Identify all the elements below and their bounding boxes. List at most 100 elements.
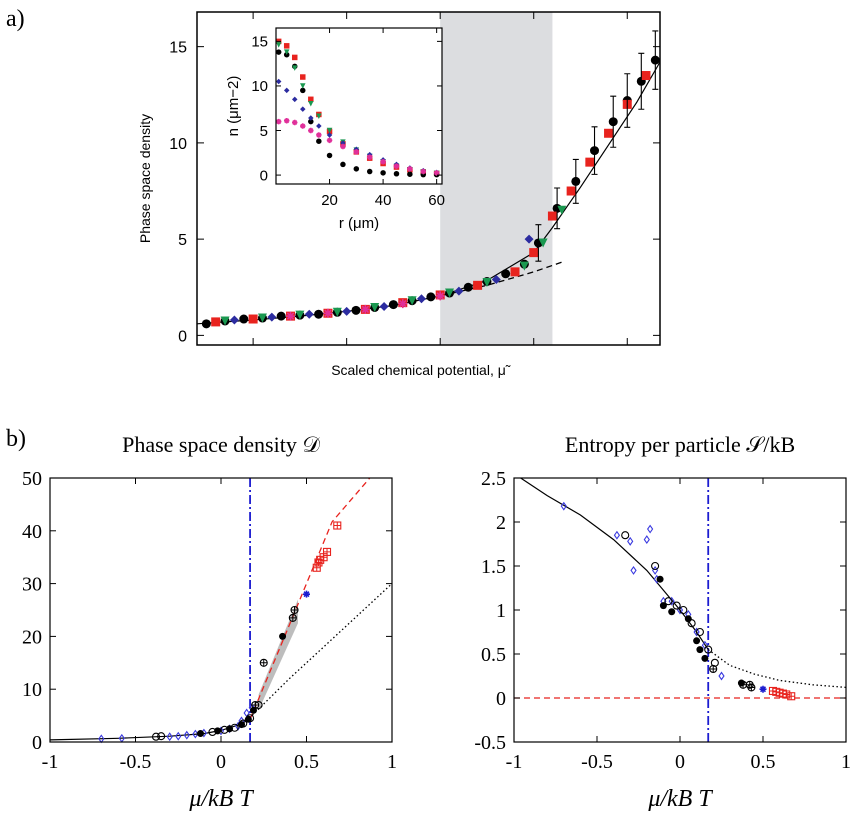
a-y-tick-label: 15 <box>169 40 187 57</box>
b-left-series-6-point <box>312 563 321 572</box>
x-axis-label-b-right: μ/kB T <box>647 786 713 812</box>
x-axis-label-b-left: μ/kB T <box>188 786 254 812</box>
b-left-series-4-point <box>290 605 299 615</box>
inset-series-5-point <box>316 132 322 138</box>
b-right-series-2-point <box>621 531 630 540</box>
b-right-x-tick-label: -0.5 <box>581 751 613 773</box>
b-right-series-3-point <box>668 608 676 616</box>
a-series-2-point <box>510 267 520 277</box>
b-right-series-2-point <box>695 627 704 637</box>
a-series-1-point <box>388 300 398 310</box>
inset-series-2-point <box>393 170 400 177</box>
b-right-y-tick-label: -0.5 <box>474 732 506 754</box>
inset-y-tick-label: 10 <box>251 78 268 95</box>
b-right-series-6-point <box>782 690 791 699</box>
b-right-series-5-point <box>759 685 767 693</box>
b-right-series-4-point <box>709 664 718 674</box>
uncertainty-band <box>258 599 298 711</box>
a-series-5-point <box>435 291 445 301</box>
b-right-series-3-point <box>684 615 692 623</box>
b-left-curve-2 <box>249 478 371 720</box>
inset-series-5-point <box>283 117 290 124</box>
b-right-series-3-point <box>656 575 664 583</box>
b-right-series-1-point <box>560 501 567 511</box>
a-series-3-point <box>220 316 230 326</box>
a-y-tick-label: 10 <box>169 136 187 153</box>
b-right-series-4-point <box>739 680 748 689</box>
a-error-bar <box>572 158 579 204</box>
a-series-3-point <box>519 261 529 271</box>
b-right-series-1-point <box>668 596 675 606</box>
a-series-4-point <box>267 312 277 322</box>
a-series-5-point <box>360 304 370 314</box>
a-series-3-point <box>407 296 417 306</box>
b-right-x-tick-label: 0 <box>675 751 685 773</box>
b-right-y-tick-label: 1.5 <box>481 556 506 578</box>
inset-series-2-point <box>316 138 322 144</box>
b-left-series-3-point <box>226 725 234 733</box>
inset-series-3-point <box>308 101 314 107</box>
chart-b-left: Phase space density 𝒟 -1 -0.5 0 0.5 10102030… <box>22 432 397 812</box>
inset-series-2-point <box>300 87 306 94</box>
a-y-tick-label: 0 <box>178 328 187 345</box>
b-left-curve-3 <box>246 583 392 722</box>
a-series-3-point <box>295 310 305 320</box>
inset-series-3-point <box>291 65 298 71</box>
b-left-series-3-point <box>244 715 252 723</box>
b-left-series-3-point <box>238 721 246 729</box>
b-right-series-6-point <box>787 692 796 701</box>
a-series-1-point <box>351 305 361 315</box>
b-left-series-1-point <box>183 730 190 740</box>
inset-x-tick-label: 60 <box>428 192 445 209</box>
inset-y-axis-label: n (μm−2) <box>225 76 242 137</box>
b-right-series-3-point <box>696 646 704 654</box>
a-series-3-point <box>257 313 267 323</box>
b-left-series-1-point <box>192 729 199 739</box>
inset-series-5-point <box>380 158 386 165</box>
b-left-y-tick-label: 10 <box>22 679 42 701</box>
a-series-3-point <box>538 238 548 248</box>
a-series-1-point <box>276 311 286 321</box>
a-series-1-point <box>239 314 249 324</box>
inset-series-3-point <box>300 83 306 89</box>
b-right-y-tick-label: 2 <box>496 512 506 534</box>
y-axis-label-a: Phase space density <box>137 114 153 243</box>
a-series-1-point <box>426 292 436 302</box>
b-left-x-tick-label: 0.5 <box>294 751 319 773</box>
inset-series-2-point <box>340 161 346 168</box>
a-series-4-point <box>304 309 314 319</box>
a-series-3-point <box>370 302 380 312</box>
inset-x-tick-label: 40 <box>375 192 392 209</box>
b-right-series-1-point <box>646 524 654 534</box>
a-series-4-point <box>379 302 389 312</box>
inset-series-3-point <box>283 49 290 55</box>
b-right-curve-1 <box>519 478 709 650</box>
inset-series-2-point <box>308 118 314 125</box>
a-series-5-point <box>286 311 296 321</box>
inset-series-1-point <box>300 74 306 80</box>
b-left-series-1-point <box>166 732 173 742</box>
b-right-series-1-point <box>718 671 725 681</box>
b-right-series-2-point <box>651 561 660 571</box>
b-left-series-2-point <box>157 732 166 741</box>
b-left-series-6-point <box>333 521 342 530</box>
b-right-x-tick-label: 0.5 <box>751 751 776 773</box>
b-right-series-4-point <box>747 683 756 692</box>
b-right-series-2-point <box>679 605 688 615</box>
b-left-x-tick-label: 0 <box>216 751 226 773</box>
a-error-bar <box>591 126 598 175</box>
inset-series-4-point <box>326 132 333 138</box>
inset-frame <box>275 27 443 185</box>
a-curve-2 <box>440 261 563 297</box>
inset-series-5-point <box>420 168 427 175</box>
inset-series-5-point <box>275 118 282 125</box>
inset-series-4-point <box>316 123 322 129</box>
b-left-series-5-point <box>303 590 310 598</box>
b-left-series-4-point <box>259 658 268 667</box>
inset-chart: 20 40 60 0 5 10 15 r (μm) n (μm−2) <box>225 27 445 232</box>
inset-series-4-point <box>308 115 314 121</box>
b-left-y-tick-label: 40 <box>22 521 42 543</box>
b-right-series-1-point <box>627 536 634 546</box>
inset-series-5-point <box>308 127 314 134</box>
